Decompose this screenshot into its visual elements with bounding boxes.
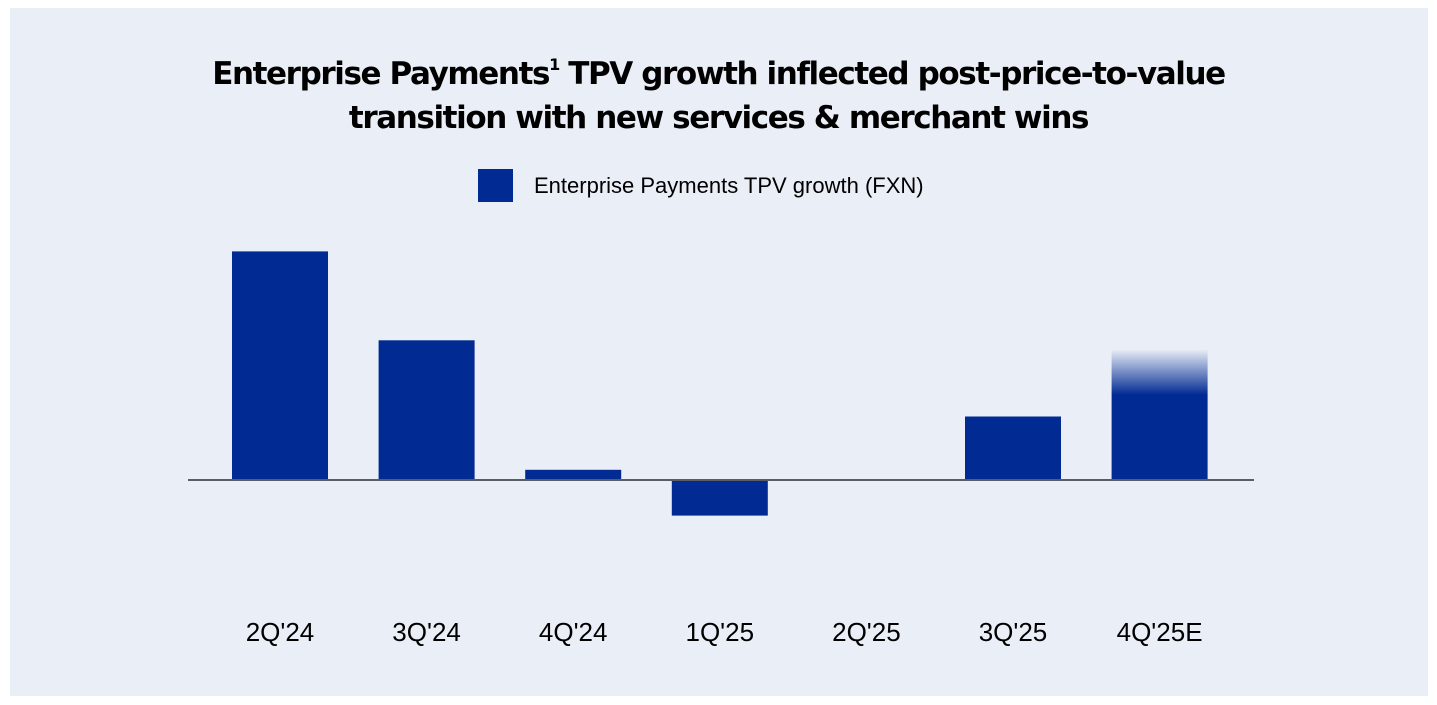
legend: Enterprise Payments TPV growth (FXN) — [478, 169, 924, 202]
legend-label: Enterprise Payments TPV growth (FXN) — [534, 172, 924, 198]
bar-3q24 — [378, 340, 475, 480]
bar-4q25e — [1111, 349, 1208, 480]
bar-1q25 — [671, 480, 768, 516]
bar-4q24 — [525, 469, 622, 480]
title-line2: transition with new services & merchant … — [348, 100, 1090, 136]
title-main: Enterprise Payments — [212, 56, 550, 92]
title-footnote-marker: 1 — [549, 55, 560, 74]
bars-layer — [232, 251, 1208, 516]
title-rest-line1: TPV growth inflected post-price-to-value — [558, 56, 1226, 92]
x-tick-label: 2Q'25 — [832, 617, 901, 647]
x-tick-labels: 2Q'24 3Q'24 4Q'24 1Q'25 2Q'25 3Q'25 4Q'25E — [246, 617, 1203, 647]
x-tick-label: 3Q'25 — [979, 617, 1048, 647]
chart-title: Enterprise Payments1 TPV growth inflecte… — [0, 52, 1437, 140]
x-tick-label: 4Q'24 — [539, 617, 608, 647]
bar-3q25 — [965, 416, 1061, 480]
x-tick-label: 2Q'24 — [246, 617, 315, 647]
legend-swatch — [478, 169, 513, 202]
x-tick-label: 1Q'25 — [686, 617, 755, 647]
bar-2q24 — [232, 251, 328, 480]
x-tick-label: 4Q'25E — [1117, 617, 1203, 647]
x-tick-label: 3Q'24 — [392, 617, 461, 647]
